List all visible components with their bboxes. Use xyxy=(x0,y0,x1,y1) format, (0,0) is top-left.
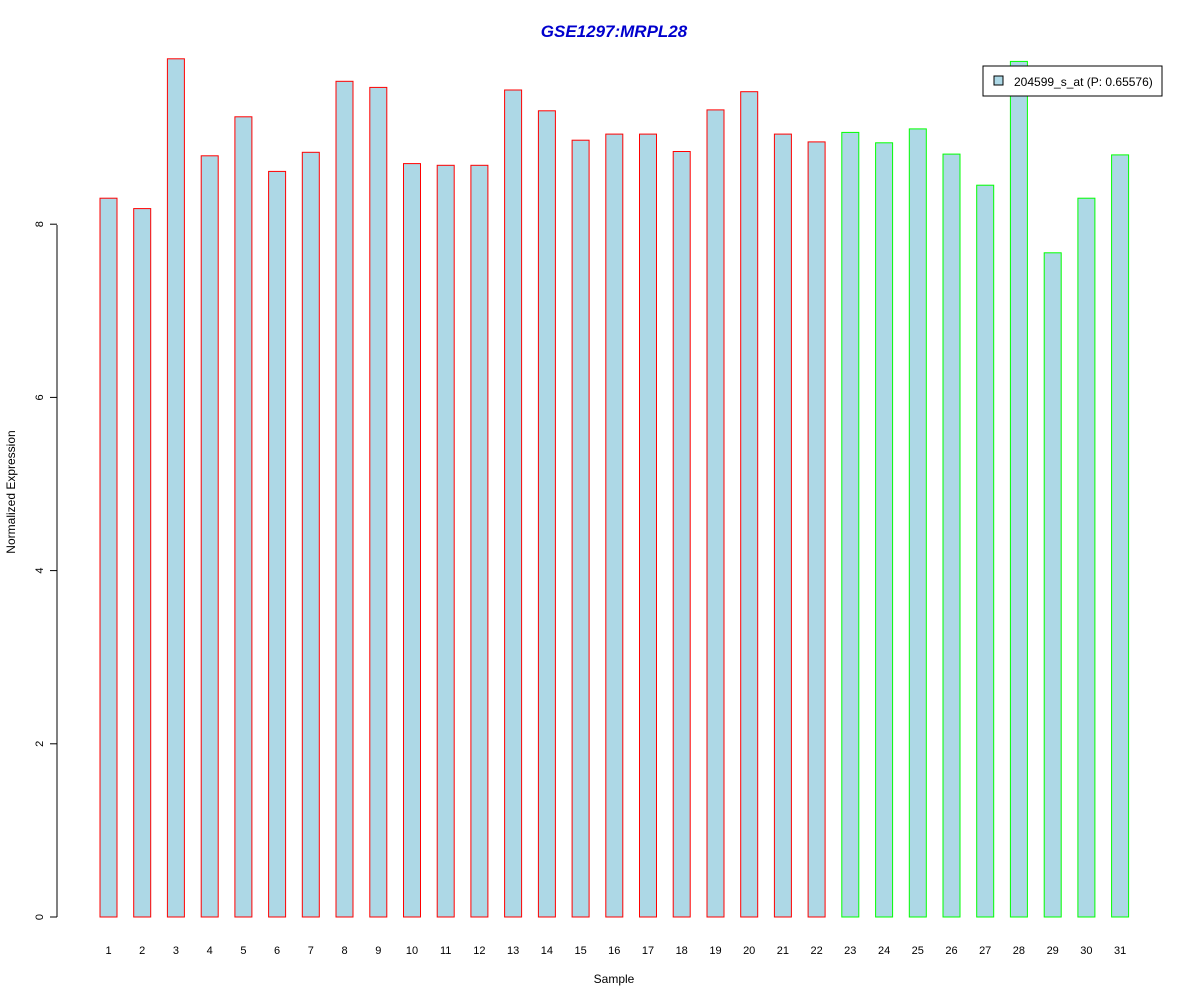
x-tick-label: 19 xyxy=(709,945,721,957)
x-tick-label: 2 xyxy=(139,945,145,957)
x-tick-label: 20 xyxy=(743,945,755,957)
bar-sample-1 xyxy=(99,197,118,918)
bar-sample-25 xyxy=(908,128,927,918)
chart-title: GSE1297:MRPL28 xyxy=(541,22,688,41)
bar-sample-22 xyxy=(807,141,826,918)
x-tick-label: 22 xyxy=(810,945,822,957)
x-tick-label: 8 xyxy=(341,945,347,957)
x-tick-label: 15 xyxy=(574,945,586,957)
x-tick-label: 4 xyxy=(207,945,213,957)
bar-sample-3 xyxy=(166,58,185,918)
x-tick-label: 25 xyxy=(912,945,924,957)
x-tick-label: 16 xyxy=(608,945,620,957)
bar-sample-14 xyxy=(537,110,556,918)
x-tick-label: 7 xyxy=(308,945,314,957)
y-tick-label: 2 xyxy=(34,741,46,747)
x-tick-label: 13 xyxy=(507,945,519,957)
y-tick-label: 8 xyxy=(34,221,46,227)
x-tick-label: 21 xyxy=(777,945,789,957)
bar-sample-11 xyxy=(436,164,455,918)
x-tick-label: 6 xyxy=(274,945,280,957)
x-tick-label: 28 xyxy=(1013,945,1025,957)
x-tick-labels: 1 2 3 4 5 6 7 8 9 10 11 12 13 14 15 16 17 18 19 20 21 22 23 24 2… xyxy=(105,945,1126,957)
x-tick-label: 18 xyxy=(676,945,688,957)
x-tick-label: 30 xyxy=(1080,945,1092,957)
bar-sample-28 xyxy=(1009,60,1028,918)
x-tick-label: 23 xyxy=(844,945,856,957)
x-tick-label: 1 xyxy=(105,945,111,957)
y-axis-label: Normalized Expression xyxy=(4,430,18,553)
bar-sample-6 xyxy=(268,170,287,918)
x-tick-label: 17 xyxy=(642,945,654,957)
bar-sample-26 xyxy=(942,153,961,918)
x-tick-label: 10 xyxy=(406,945,418,957)
bar-sample-16 xyxy=(605,133,624,918)
bar-sample-2 xyxy=(133,208,152,918)
x-tick-label: 31 xyxy=(1114,945,1126,957)
y-tick-label: 6 xyxy=(34,394,46,400)
bar-sample-15 xyxy=(571,139,590,918)
bar-sample-18 xyxy=(672,151,691,918)
x-tick-label: 24 xyxy=(878,945,890,957)
legend-label: 204599_s_at (P: 0.65576) xyxy=(1014,75,1153,89)
x-tick-label: 3 xyxy=(173,945,179,957)
bar-sample-9 xyxy=(369,86,388,918)
y-tick-label: 0 xyxy=(34,914,46,920)
bar-sample-7 xyxy=(301,151,320,918)
x-tick-label: 26 xyxy=(945,945,957,957)
bar-sample-5 xyxy=(234,116,253,918)
bar-sample-29 xyxy=(1043,252,1062,918)
bar-sample-24 xyxy=(875,142,894,918)
bar-sample-21 xyxy=(773,133,792,918)
bars-group xyxy=(99,58,1130,918)
bar-sample-31 xyxy=(1111,154,1130,918)
x-tick-label: 27 xyxy=(979,945,991,957)
bar-sample-4 xyxy=(200,155,219,918)
x-tick-label: 5 xyxy=(240,945,246,957)
bar-sample-19 xyxy=(706,109,725,918)
bar-sample-30 xyxy=(1077,197,1096,918)
bar-sample-13 xyxy=(504,89,523,918)
bar-sample-12 xyxy=(470,164,489,918)
bar-sample-20 xyxy=(740,91,759,918)
y-axis: 0 2 4 6 8 xyxy=(34,221,58,920)
y-tick-label: 4 xyxy=(34,568,46,574)
x-tick-label: 29 xyxy=(1047,945,1059,957)
bar-sample-8 xyxy=(335,80,354,918)
bar-sample-10 xyxy=(403,163,421,918)
bar-sample-23 xyxy=(841,131,860,918)
x-tick-label: 11 xyxy=(440,945,451,957)
legend: 204599_s_at (P: 0.65576) xyxy=(982,65,1163,97)
x-tick-label: 12 xyxy=(473,945,485,957)
x-tick-label: 14 xyxy=(541,945,553,957)
legend-swatch xyxy=(993,75,1004,86)
x-axis-label: Sample xyxy=(594,972,635,986)
legend-box xyxy=(982,65,1163,97)
bar-sample-17 xyxy=(639,133,657,918)
x-tick-label: 9 xyxy=(375,945,381,957)
bar-sample-27 xyxy=(976,184,995,918)
